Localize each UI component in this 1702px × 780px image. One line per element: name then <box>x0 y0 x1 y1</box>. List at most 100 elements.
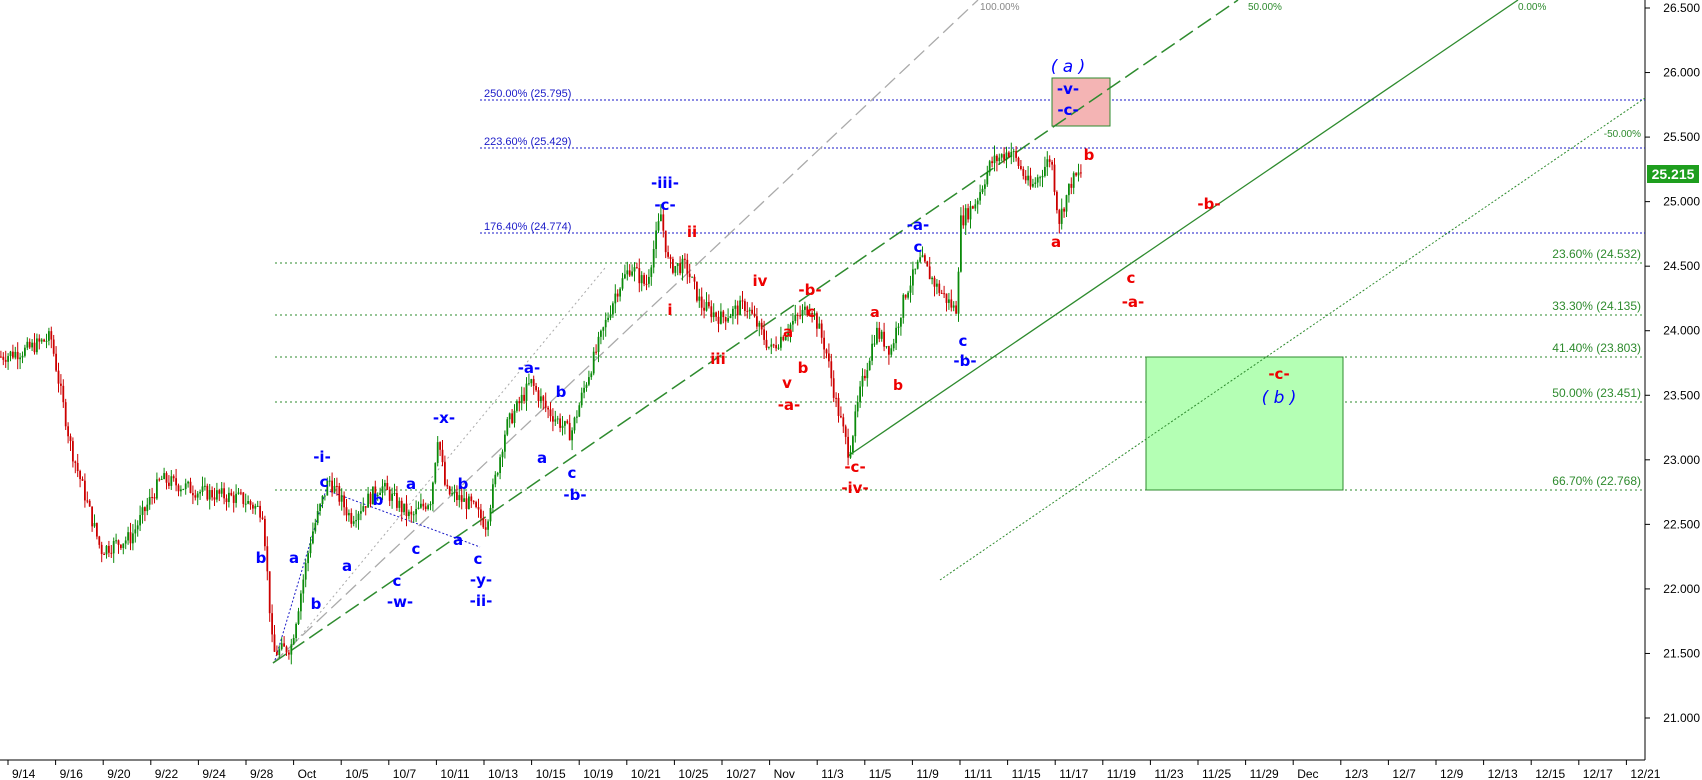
candle-body <box>981 188 984 193</box>
fib-label-236: 23.60% (24.532) <box>1552 247 1641 261</box>
candle-body <box>16 351 19 360</box>
price-tick-label: 26.000 <box>1663 66 1700 80</box>
candle-body <box>376 494 379 496</box>
candle-body <box>331 480 333 493</box>
candle-body <box>88 500 91 507</box>
candle-body <box>187 481 189 484</box>
candle-body <box>799 315 801 317</box>
candle-body <box>974 204 977 209</box>
candle-body <box>134 529 137 534</box>
candle-body <box>619 288 621 297</box>
candlestick-series <box>0 142 1082 665</box>
date-tick-label: 11/19 <box>1107 767 1136 780</box>
candle-body <box>604 319 607 328</box>
candle-body <box>792 320 794 325</box>
candle-body <box>1058 210 1061 224</box>
wave-label: b <box>798 359 809 377</box>
candle-body <box>878 327 881 339</box>
candle-body <box>345 507 348 516</box>
candle-body <box>223 488 225 499</box>
candle-body <box>861 375 864 387</box>
candle-body <box>266 546 269 572</box>
candle-body <box>508 413 511 420</box>
candle-body <box>333 485 336 493</box>
candle-body <box>1068 183 1070 196</box>
candle-body <box>316 510 319 524</box>
candle-body <box>340 495 343 502</box>
candle-body <box>328 480 331 482</box>
candle-body <box>292 637 295 645</box>
channel-line-100 <box>272 0 979 664</box>
candle-body <box>674 266 677 273</box>
candle-body <box>220 488 223 494</box>
candle-body <box>1034 182 1037 184</box>
candle-body <box>633 267 636 272</box>
candle-body <box>991 161 993 164</box>
candle-body <box>636 267 638 269</box>
candle-body <box>772 344 775 346</box>
wave-i-line <box>274 489 327 661</box>
candle-body <box>933 277 936 287</box>
candle-body <box>957 271 960 314</box>
candle-body <box>540 396 542 402</box>
wave-label: -c- <box>1268 365 1289 383</box>
candle-body <box>379 492 381 495</box>
candle-body <box>628 270 631 276</box>
candle-body <box>427 505 429 510</box>
candle-body <box>547 407 549 410</box>
price-tick-label: 26.500 <box>1663 1 1700 15</box>
candle-body <box>895 327 897 344</box>
candle-body <box>482 518 485 528</box>
candle-body <box>432 482 434 505</box>
candle-body <box>208 490 211 500</box>
candle-body <box>681 258 684 274</box>
date-tick-label: 9/20 <box>107 767 131 780</box>
candle-body <box>916 261 919 269</box>
candle-body <box>741 300 744 302</box>
candle-body <box>537 390 540 402</box>
candle-body <box>0 356 2 358</box>
price-tick-label: 23.000 <box>1663 453 1700 467</box>
candle-body <box>477 507 480 510</box>
wave-label: ii <box>687 223 697 241</box>
candle-body <box>801 309 804 316</box>
channel-line-50 <box>272 0 1239 664</box>
candle-body <box>931 277 933 280</box>
price-tick-label: 25.500 <box>1663 130 1700 144</box>
candle-body <box>196 493 199 498</box>
date-tick-label: 12/17 <box>1583 767 1613 780</box>
candle-body <box>736 305 739 316</box>
candle-body <box>151 496 153 498</box>
candle-body <box>357 513 360 521</box>
wave-label: -a- <box>778 396 801 414</box>
candle-body <box>631 271 633 276</box>
candle-body <box>422 503 425 507</box>
candle-body <box>645 283 648 285</box>
candle-body <box>199 491 201 494</box>
date-tick-label: 10/5 <box>345 767 369 780</box>
candle-body <box>494 474 497 485</box>
wave-label: a <box>342 557 352 575</box>
candle-body <box>48 331 50 341</box>
candle-body <box>412 514 415 516</box>
candle-body <box>818 323 821 329</box>
candle-body <box>595 351 597 353</box>
date-tick-label: 10/11 <box>440 767 469 780</box>
candle-body <box>384 482 386 487</box>
candle-body <box>290 644 293 655</box>
candle-body <box>64 402 67 427</box>
wave-label: -iii- <box>651 174 679 192</box>
candle-body <box>585 384 588 388</box>
candle-body <box>902 294 905 318</box>
candle-body <box>1056 191 1058 211</box>
candle-body <box>309 543 312 554</box>
wave-label: b <box>1084 146 1095 164</box>
candle-body <box>900 317 902 327</box>
candle-body <box>122 543 125 549</box>
candle-body <box>232 495 235 503</box>
candle-body <box>777 347 780 349</box>
candle-body <box>967 208 969 220</box>
candle-body <box>408 511 410 517</box>
candle-body <box>463 498 465 502</box>
